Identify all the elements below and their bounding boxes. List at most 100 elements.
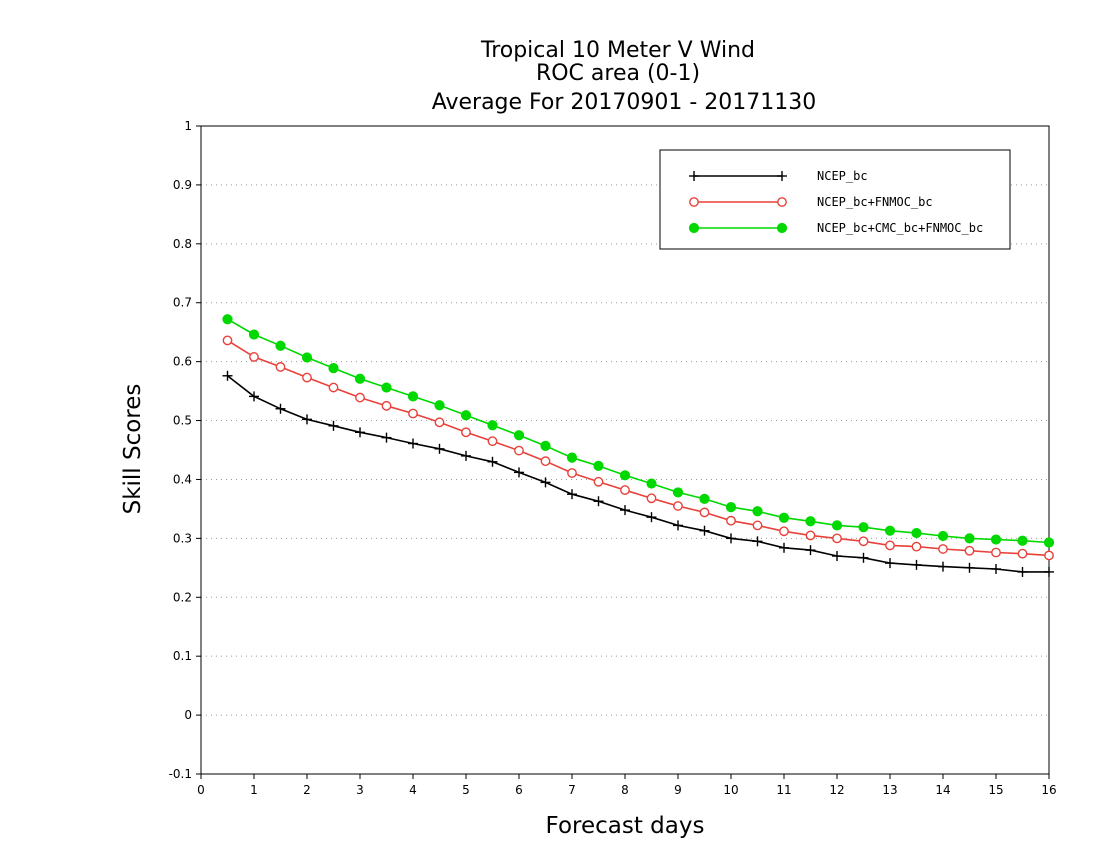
data-point — [434, 400, 445, 411]
data-point — [805, 530, 816, 541]
data-point — [646, 493, 657, 504]
data-point — [540, 456, 551, 467]
data-point — [567, 468, 577, 478]
data-point — [673, 520, 683, 531]
data-point — [275, 340, 286, 351]
data-point — [726, 533, 736, 544]
legend-marker — [689, 197, 699, 207]
data-point — [832, 533, 842, 544]
data-point — [646, 478, 657, 489]
data-point — [460, 410, 472, 421]
data-point — [858, 552, 869, 563]
data-point — [752, 506, 763, 517]
series-lines — [222, 314, 1055, 577]
legend-label: NCEP_bc+FNMOC_bc — [817, 195, 933, 209]
data-point — [328, 382, 339, 393]
data-point — [805, 516, 816, 527]
x-tick-label: 14 — [935, 783, 950, 797]
data-point — [805, 545, 816, 556]
data-point — [540, 477, 551, 488]
data-point — [354, 373, 366, 384]
data-point — [461, 427, 471, 438]
y-tick-label: 0.7 — [173, 296, 192, 310]
data-point — [328, 420, 339, 431]
x-tick-label: 10 — [723, 783, 738, 797]
data-point — [884, 525, 896, 536]
y-tick-label: 0.8 — [173, 237, 192, 251]
data-point — [620, 505, 630, 516]
data-point — [937, 530, 949, 542]
data-point — [222, 370, 233, 381]
data-point — [911, 527, 922, 539]
data-point — [620, 485, 630, 495]
data-point — [567, 489, 577, 500]
data-point — [222, 335, 233, 346]
data-point — [1017, 548, 1028, 559]
data-point — [487, 456, 498, 467]
data-point — [381, 432, 392, 443]
x-tick-label: 11 — [776, 783, 791, 797]
x-tick-label: 7 — [568, 783, 576, 797]
series-1 — [222, 370, 1054, 577]
legend-label: NCEP_bc+CMC_bc+FNMOC_bc — [817, 221, 983, 235]
x-tick-label: 1 — [250, 783, 258, 797]
data-point — [434, 417, 445, 428]
data-point — [726, 515, 736, 526]
x-tick-label: 16 — [1041, 783, 1056, 797]
data-point — [964, 545, 975, 556]
legend-marker — [777, 171, 787, 181]
grid — [201, 184, 1049, 716]
data-point — [991, 563, 1001, 574]
y-tick-label: 0.6 — [173, 355, 192, 369]
y-axis-title: Skill Scores — [120, 384, 146, 515]
data-point — [938, 561, 948, 572]
data-point — [381, 400, 392, 411]
data-point — [249, 391, 259, 402]
data-point — [540, 440, 551, 451]
data-point — [964, 533, 975, 544]
legend-marker — [688, 222, 700, 234]
data-point — [938, 544, 948, 554]
data-point — [779, 526, 789, 537]
data-point — [593, 460, 604, 472]
data-point — [328, 363, 339, 374]
data-point — [911, 541, 922, 552]
data-point — [566, 452, 578, 463]
data-point — [301, 352, 313, 363]
data-point — [725, 502, 737, 513]
legend-marker — [777, 197, 787, 207]
data-point — [911, 559, 922, 570]
x-tick-label: 5 — [462, 783, 470, 797]
data-point — [355, 427, 365, 438]
legend-marker — [689, 171, 699, 181]
data-point — [461, 450, 471, 461]
data-point — [249, 352, 259, 362]
data-point — [885, 540, 895, 551]
x-tick-label: 2 — [303, 783, 311, 797]
data-point — [275, 362, 286, 372]
data-point — [858, 522, 869, 533]
x-tick-label: 9 — [674, 783, 682, 797]
series-line — [227, 375, 1049, 573]
data-point — [991, 547, 1001, 558]
data-point — [752, 536, 763, 547]
legend-entry: NCEP_bc+FNMOC_bc — [689, 195, 933, 209]
data-point — [408, 408, 418, 419]
y-tick-label: 0.1 — [173, 649, 192, 663]
legend-box — [659, 149, 1011, 250]
series-3 — [222, 314, 1055, 548]
data-point — [434, 443, 445, 454]
data-point — [1044, 566, 1054, 577]
data-point — [302, 414, 312, 425]
data-point — [699, 493, 710, 504]
data-point — [381, 382, 392, 393]
y-tick-label: 0.2 — [173, 590, 192, 604]
data-point — [858, 536, 869, 547]
legend-label: NCEP_bc — [817, 169, 868, 183]
data-point — [779, 542, 789, 553]
x-tick-label: 4 — [409, 783, 417, 797]
data-point — [1017, 535, 1028, 546]
series-2 — [222, 335, 1054, 561]
y-tick-label: 0.3 — [173, 531, 192, 545]
